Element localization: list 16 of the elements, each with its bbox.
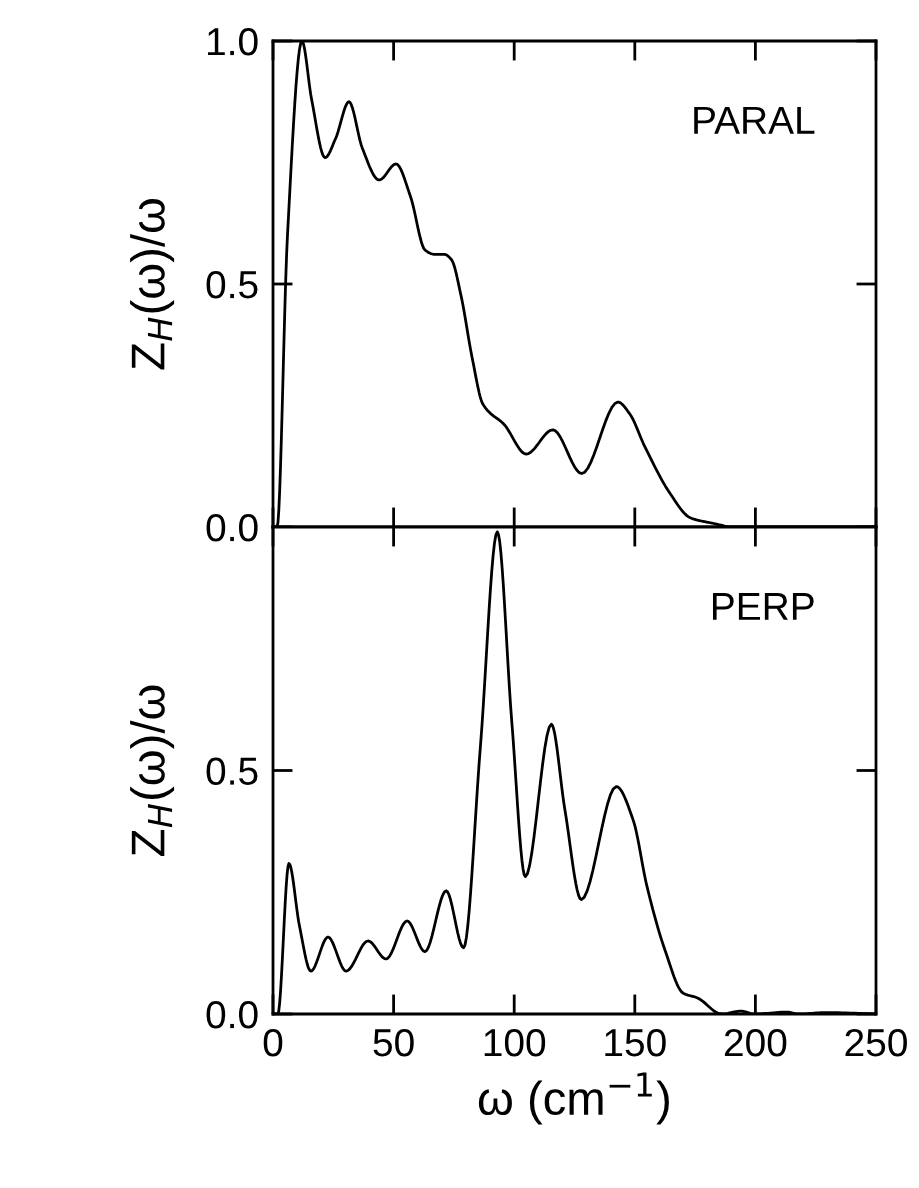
x-tick-label: 200	[724, 1028, 787, 1057]
y-tick-label: 0.5	[206, 270, 258, 299]
x-tick-label: 250	[845, 1028, 907, 1057]
y-tick-label: 0.0	[206, 1000, 258, 1029]
y-axis-title: Z$_{H}$(ω)/ω	[130, 685, 175, 856]
x-tick-label: 100	[484, 1028, 546, 1057]
x-tick-label: 150	[605, 1028, 666, 1057]
annotation: PARAL	[694, 106, 815, 134]
x-axis-title: ω (cm$^{−1}$)	[478, 1072, 669, 1125]
annotation: PERP	[712, 593, 814, 620]
x-tick-label: 0	[263, 1028, 283, 1057]
y-tick-label: 0.5	[206, 757, 258, 785]
y-tick-label: 1.0	[208, 27, 258, 56]
x-tick-label: 50	[373, 1028, 414, 1057]
y-tick-label: 0.0	[206, 513, 258, 542]
y-axis-title: Z$_{H}$(ω)/ω	[130, 199, 175, 370]
